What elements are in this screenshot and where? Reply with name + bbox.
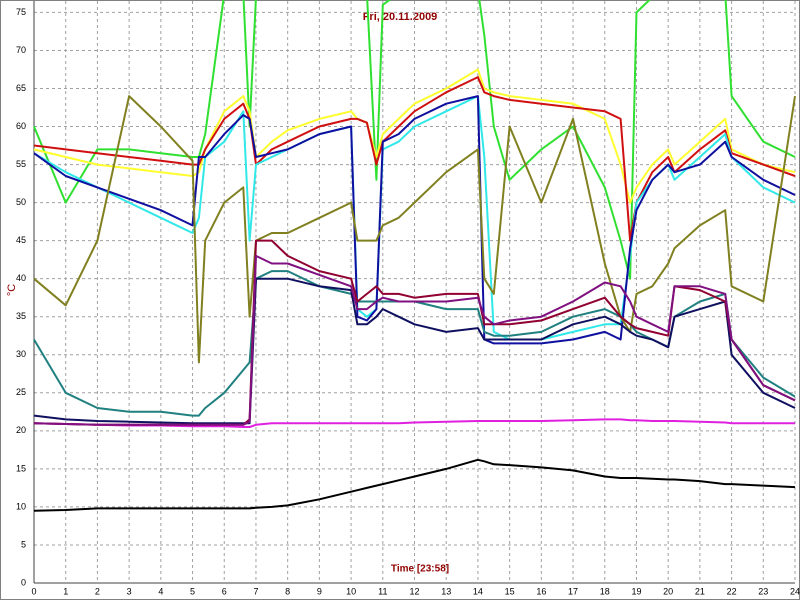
series-line [33,277,796,425]
x-tick-label: 22 [727,586,737,596]
y-tick-label: 70 [16,45,26,55]
x-tick-label: 5 [190,586,195,596]
x-tick-label: 18 [600,586,610,596]
x-tick-label: 11 [378,586,387,596]
y-tick-label: 15 [16,463,26,473]
x-tick-label: 17 [568,586,578,596]
y-axis-label: °C [6,284,18,296]
y-tick-label: 25 [16,387,26,397]
series-line [33,95,796,345]
y-tick-label: 65 [16,83,26,93]
y-tick-label: 75 [16,7,26,17]
y-tick-label: 55 [16,159,26,169]
series-line [33,458,796,512]
series-line [33,254,796,426]
series-line [33,418,795,428]
y-tick-label: 45 [16,235,26,245]
series-line [33,76,796,242]
x-tick-label: 24 [790,586,800,596]
x-tick-label: 19 [631,586,641,596]
x-tick-label: 6 [222,586,227,596]
y-tick-label: 10 [16,501,26,511]
x-tick-label: 10 [346,586,356,596]
x-tick-label: 3 [127,586,132,596]
x-tick-label: 21 [695,586,705,596]
x-tick-label: 13 [441,586,451,596]
x-tick-label: 14 [473,586,483,596]
y-tick-label: 35 [16,311,26,321]
y-tick-label: 50 [16,197,26,207]
x-tick-label: 23 [758,586,768,596]
x-tick-label: 9 [317,586,322,596]
y-tick-label: 5 [21,539,26,549]
x-tick-label: 15 [505,586,515,596]
x-tick-label: 8 [285,586,290,596]
y-tick-label: 20 [16,425,26,435]
y-tick-label: 30 [16,349,26,359]
series-line [33,0,796,280]
x-tick-label: 1 [63,586,68,596]
x-tick-label: 0 [31,586,36,596]
y-tick-label: 60 [16,121,26,131]
x-tick-label: 2 [95,586,100,596]
series-line [33,95,796,364]
y-tick-label: 0 [21,577,26,587]
x-tick-label: 12 [409,586,419,596]
x-tick-label: 20 [663,586,673,596]
x-tick-label: 4 [158,586,163,596]
x-axis-label: Time [23:58] [391,564,449,575]
x-tick-label: 16 [536,586,546,596]
y-tick-label: 40 [16,273,26,283]
x-tick-label: 7 [253,586,258,596]
